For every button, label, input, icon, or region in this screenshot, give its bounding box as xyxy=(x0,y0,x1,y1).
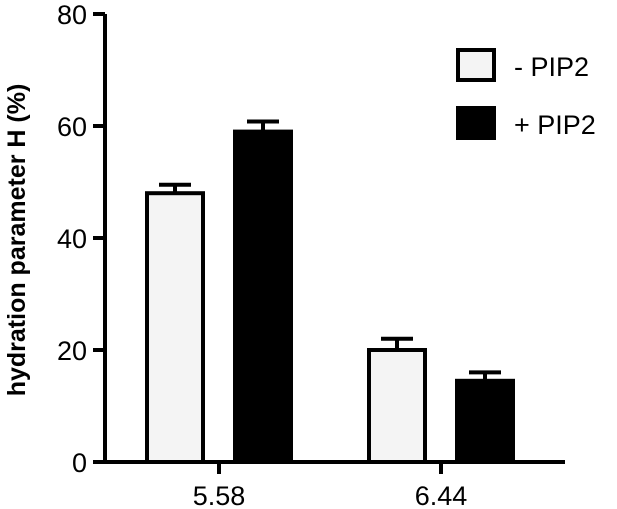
bars xyxy=(145,129,515,464)
legend-swatch-minus-pip2 xyxy=(456,48,496,82)
y-tick-label: 0 xyxy=(72,448,87,478)
bar-plus-pip2-5-58 xyxy=(233,129,293,464)
x-tick-label: 5.58 xyxy=(193,481,246,509)
error-bars xyxy=(159,119,501,381)
legend-swatch-plus-pip2 xyxy=(456,106,496,140)
y-tick-label: 40 xyxy=(57,224,87,254)
bar-minus-pip2-5-58 xyxy=(145,191,205,464)
legend-label-plus-pip2: + PIP2 xyxy=(514,110,596,140)
y-tick-label: 60 xyxy=(57,112,87,142)
bar-plus-pip2-6-44 xyxy=(455,378,515,464)
y-tick-label: 20 xyxy=(57,336,87,366)
bar-minus-pip2-6-44 xyxy=(367,348,427,464)
legend-label-minus-pip2: - PIP2 xyxy=(514,52,589,82)
y-tick-label: 80 xyxy=(57,0,87,30)
y-axis-label: hydration parameter H (%) xyxy=(3,84,31,397)
x-tick-label: 6.44 xyxy=(415,481,468,509)
legend: - PIP2 + PIP2 xyxy=(456,48,596,140)
